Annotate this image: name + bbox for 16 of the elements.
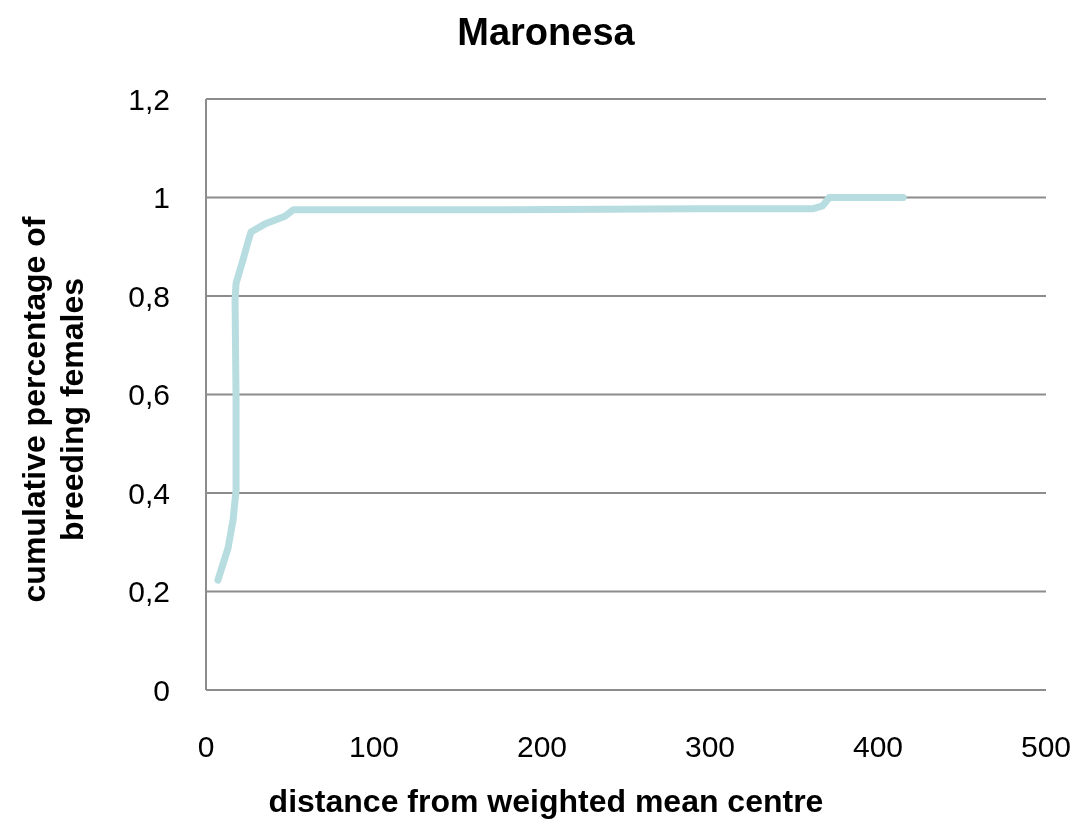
x-tick-label: 200 bbox=[516, 730, 568, 763]
y-tick-label: 0 bbox=[153, 673, 170, 707]
y-tick-label: 1,2 bbox=[128, 82, 170, 116]
y-tick-label: 1 bbox=[153, 181, 170, 214]
y-axis-title: cumulative percentage of breeding females bbox=[16, 216, 90, 603]
y-tick-label: 0,4 bbox=[128, 476, 170, 510]
x-tick-label: 300 bbox=[684, 730, 736, 763]
y-tick-label: 0,8 bbox=[128, 279, 170, 313]
y-tick-label: 0,6 bbox=[128, 378, 170, 411]
x-tick-label: 100 bbox=[348, 730, 400, 763]
x-tick-label: 400 bbox=[852, 730, 904, 763]
chart-title: Maronesa bbox=[457, 11, 636, 53]
x-tick-label: 500 bbox=[1020, 730, 1072, 763]
x-tick-label: 0 bbox=[197, 730, 215, 763]
x-axis-title: distance from weighted mean centre bbox=[268, 783, 824, 819]
y-tick-label: 0,2 bbox=[128, 575, 170, 608]
